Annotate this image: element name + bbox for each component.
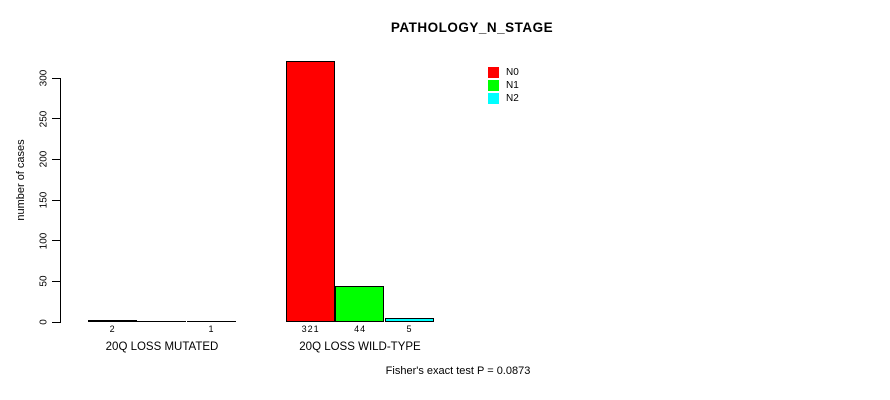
y-axis-line bbox=[60, 78, 61, 323]
legend-swatch bbox=[488, 93, 499, 104]
y-axis-label: number of cases bbox=[15, 139, 27, 221]
y-tick bbox=[52, 280, 60, 282]
y-tick-label: 0 bbox=[38, 319, 50, 325]
bar bbox=[137, 321, 187, 322]
y-tick bbox=[52, 321, 60, 323]
y-tick bbox=[52, 118, 60, 120]
bar bbox=[335, 286, 385, 322]
legend-swatch bbox=[488, 80, 499, 91]
x-category-label: 20Q LOSS MUTATED bbox=[105, 341, 219, 353]
bar-value-label: 1 bbox=[208, 324, 215, 334]
y-tick bbox=[52, 77, 60, 79]
x-category-label: 20Q LOSS WILD-TYPE bbox=[299, 341, 421, 353]
y-tick bbox=[52, 158, 60, 160]
y-tick-label: 200 bbox=[38, 150, 50, 168]
y-tick-label: 250 bbox=[38, 110, 50, 127]
y-tick-label: 100 bbox=[38, 232, 50, 249]
fisher-test-annotation: Fisher's exact test P = 0.0873 bbox=[385, 365, 531, 377]
legend-label: N0 bbox=[506, 67, 519, 78]
bar-value-label: 5 bbox=[406, 324, 413, 334]
y-tick-label: 300 bbox=[38, 69, 50, 87]
y-tick-label: 50 bbox=[38, 275, 50, 287]
chart-title: PATHOLOGY_N_STAGE bbox=[390, 20, 554, 35]
legend-label: N1 bbox=[506, 80, 519, 91]
y-tick bbox=[52, 199, 60, 201]
y-tick bbox=[52, 240, 60, 242]
bar bbox=[186, 321, 236, 322]
bar bbox=[88, 320, 137, 322]
y-tick-label: 150 bbox=[38, 191, 50, 209]
bar bbox=[384, 318, 434, 322]
bar bbox=[286, 61, 335, 322]
bar-value-label: 44 bbox=[354, 324, 367, 334]
legend-label: N2 bbox=[506, 93, 519, 104]
legend-swatch bbox=[488, 67, 499, 78]
bar-value-label: 321 bbox=[301, 324, 320, 334]
bar-value-label: 2 bbox=[109, 324, 116, 334]
